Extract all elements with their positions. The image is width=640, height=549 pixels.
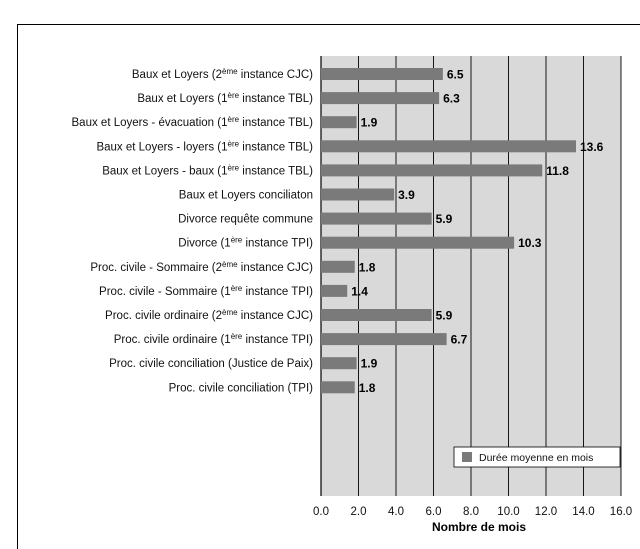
x-tick-label: 6.0: [426, 506, 442, 518]
value-label: 13.6: [580, 140, 604, 154]
category-label-superscript: ère: [228, 91, 240, 100]
category-label-text: instance TBL): [239, 141, 313, 153]
category-label-superscript: ème: [222, 67, 238, 76]
value-label: 6.7: [451, 333, 468, 347]
bar: [321, 164, 543, 177]
category-label-text: instance TPI): [242, 238, 313, 250]
value-label: 1.9: [361, 116, 378, 130]
category-label-text: Proc. civile - Sommaire (2: [90, 262, 222, 274]
category-label-text: instance CJC): [238, 69, 314, 81]
bar: [321, 236, 515, 249]
value-label: 6.5: [447, 68, 464, 82]
category-labels: Baux et Loyers (2ème instance CJC)Baux e…: [72, 67, 314, 394]
category-label-text: instance TPI): [242, 286, 313, 298]
category-label-text: instance CJC): [238, 262, 314, 274]
category-label-text: instance TBL): [239, 117, 313, 129]
category-label-text: Proc. civile ordinaire (2: [105, 310, 222, 322]
category-label: Baux et Loyers (1ère instance TBL): [137, 91, 313, 105]
bar: [321, 333, 447, 346]
x-tick-label: 16.0: [610, 506, 632, 518]
value-label: 1.8: [359, 381, 376, 395]
category-label-text: instance TBL): [239, 93, 313, 105]
category-label: Baux et Loyers (2ème instance CJC): [132, 67, 313, 81]
value-label: 11.8: [546, 164, 569, 178]
category-label-text: Proc. civile conciliation (Justice de Pa…: [109, 358, 313, 370]
category-label-superscript: ère: [231, 332, 243, 341]
x-tick-label: 8.0: [463, 506, 479, 518]
category-label-text: Baux et Loyers - baux (1: [102, 165, 227, 177]
value-label: 5.9: [436, 309, 453, 323]
legend-label: Durée moyenne en mois: [479, 452, 593, 464]
category-label-superscript: ère: [228, 139, 240, 148]
bar: [321, 381, 355, 394]
value-labels: 6.5 6.3 1.9 13.6 11.8 3.9 5.9 10.3 1.8 1.4 5.9 6.7 1…: [351, 68, 603, 395]
category-label-superscript: ère: [231, 284, 243, 293]
category-label: Baux et Loyers conciliaton: [179, 190, 313, 202]
value-label: 6.3: [443, 92, 460, 106]
category-label-text: Divorce requête commune: [178, 214, 313, 226]
value-label: 1.9: [361, 357, 378, 371]
x-tick-label: 2.0: [351, 506, 367, 518]
x-tick-label: 14.0: [572, 506, 594, 518]
category-label-text: Divorce (1: [178, 238, 230, 250]
category-label: Baux et Loyers - baux (1ère instance TBL…: [102, 163, 313, 177]
category-label-text: Baux et Loyers (2: [132, 69, 222, 81]
legend: Durée moyenne en mois: [453, 446, 621, 468]
x-tick-label: 10.0: [497, 506, 519, 518]
category-label-text: instance CJC): [238, 310, 314, 322]
bar: [321, 357, 357, 370]
category-label-text: Baux et Loyers - évacuation (1: [72, 117, 228, 129]
bars: [321, 68, 576, 394]
value-label: 5.9: [436, 212, 453, 226]
x-tick-label: 12.0: [535, 506, 557, 518]
x-axis-title: Nombre de mois: [432, 520, 526, 534]
category-label-text: Baux et Loyers - loyers (1: [96, 141, 227, 153]
legend-swatch: [462, 452, 472, 462]
bar: [321, 92, 440, 105]
category-label: Proc. civile ordinaire (2ème instance CJ…: [105, 308, 313, 322]
category-label-superscript: ère: [228, 115, 240, 124]
bar: [321, 68, 443, 80]
value-label: 3.9: [398, 188, 415, 202]
category-label: Baux et Loyers - évacuation (1ère instan…: [72, 115, 314, 129]
category-label: Proc. civile ordinaire (1ère instance TP…: [114, 332, 313, 346]
bar: [321, 140, 576, 153]
bar: [321, 116, 357, 129]
bar: [321, 188, 395, 201]
category-label-text: instance TBL): [239, 165, 313, 177]
legend-box: [453, 446, 621, 468]
category-label-text: instance TPI): [242, 334, 313, 346]
category-label: Baux et Loyers - loyers (1ère instance T…: [96, 139, 313, 153]
category-label: Proc. civile conciliation (Justice de Pa…: [109, 358, 313, 370]
category-label-superscript: ère: [228, 163, 240, 172]
value-label: 10.3: [518, 236, 542, 250]
chart-frame: [17, 24, 640, 549]
category-label: Proc. civile - Sommaire (1ère instance T…: [99, 284, 313, 298]
bar: [321, 284, 348, 297]
category-label: Divorce (1ère instance TPI): [178, 236, 313, 250]
category-label-text: Baux et Loyers (1: [137, 93, 227, 105]
category-label: Divorce requête commune: [178, 214, 313, 226]
category-label-text: Baux et Loyers conciliaton: [179, 190, 313, 202]
value-label: 1.4: [351, 284, 368, 298]
category-label: Proc. civile conciliation (TPI): [169, 382, 314, 394]
bar: [321, 309, 432, 321]
category-label-superscript: ère: [231, 236, 243, 245]
bar: [321, 212, 432, 225]
x-tick-label: 0.0: [313, 506, 329, 518]
bar: [321, 260, 355, 273]
category-label: Proc. civile - Sommaire (2ème instance C…: [90, 260, 313, 274]
value-label: 1.8: [359, 260, 376, 274]
category-label-superscript: ème: [222, 308, 238, 317]
category-label-text: Proc. civile ordinaire (1: [114, 334, 231, 346]
x-tick-label: 4.0: [388, 506, 404, 518]
gridlines: [320, 56, 622, 496]
category-label-text: Proc. civile - Sommaire (1: [99, 286, 231, 298]
x-tick-labels: 0.0 2.0 4.0 6.0 8.0 10.0 12.0 14.0 16.0: [313, 506, 632, 518]
category-label-superscript: ème: [222, 260, 238, 269]
category-label-text: Proc. civile conciliation (TPI): [169, 382, 314, 394]
